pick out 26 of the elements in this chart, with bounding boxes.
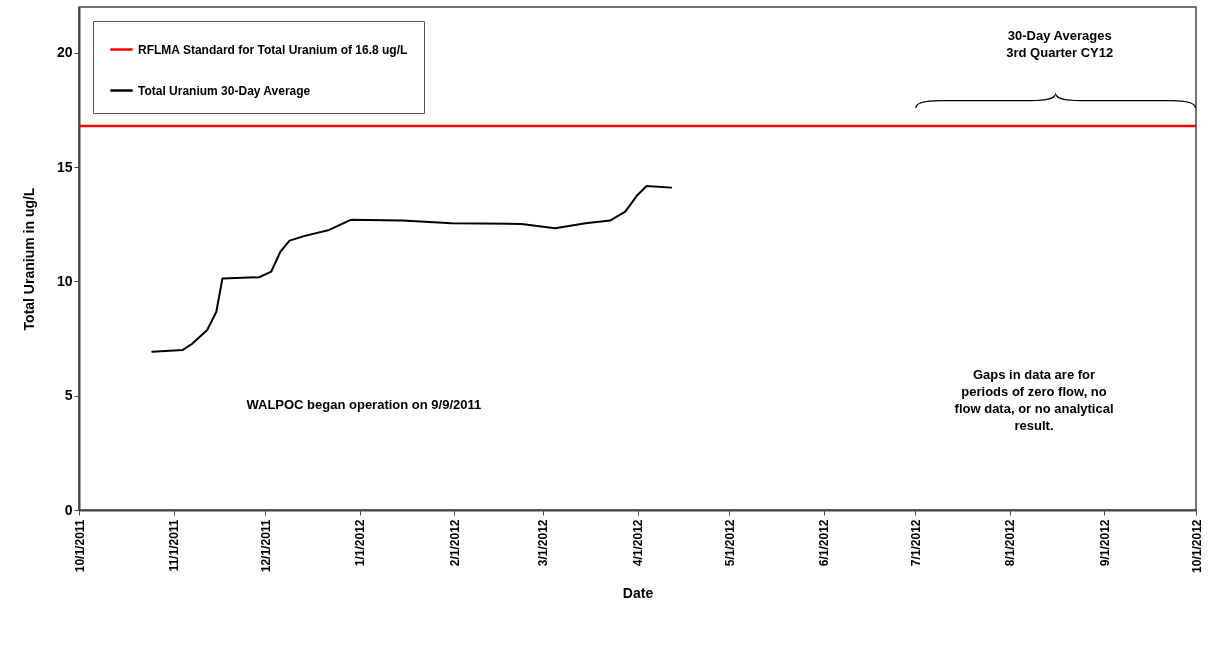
x-tick-label: 7/1/2012 xyxy=(908,519,923,567)
x-tick-label: 3/1/2012 xyxy=(536,519,551,567)
x-tick-label: 6/1/2012 xyxy=(817,519,832,567)
y-tick-label: 15 xyxy=(56,158,73,175)
x-tick-label: 8/1/2012 xyxy=(1003,519,1018,567)
x-tick-label: 4/1/2012 xyxy=(631,519,645,567)
x-tick-label: 2/1/2012 xyxy=(447,519,462,567)
x-tick-label: 9/1/2012 xyxy=(1097,519,1112,567)
y-tick-label: 10 xyxy=(56,272,73,289)
annotation: 30-Day Averages 3rd Quarter CY12 xyxy=(1006,27,1114,60)
legend-label: RFLMA Standard for Total Uranium of 16.8 ug/L xyxy=(138,42,408,57)
y-tick-label: 0 xyxy=(64,501,73,518)
annotation: WALPOC began operation on 9/9/2011 xyxy=(246,397,482,413)
x-tick-label: 10/1/2011 xyxy=(72,519,87,573)
y-tick-label: 20 xyxy=(56,44,73,61)
x-tick-label: 11/1/2011 xyxy=(167,519,182,572)
x-tick-label: 10/1/2012 xyxy=(1189,519,1204,573)
x-axis-title: Date xyxy=(622,584,654,601)
y-axis-title: Total Uranium in ug/L xyxy=(20,187,37,331)
x-tick-label: 5/1/2012 xyxy=(722,519,737,567)
legend-label: Total Uranium 30-Day Average xyxy=(138,83,311,98)
y-tick-label: 5 xyxy=(64,387,73,404)
annotation: Gaps in data are for periods of zero flow, no flow data, or no analytical result. xyxy=(954,367,1114,434)
x-tick-label: 12/1/2011 xyxy=(258,519,273,573)
x-tick-label: 1/1/2012 xyxy=(353,519,368,567)
line-series xyxy=(151,185,673,353)
